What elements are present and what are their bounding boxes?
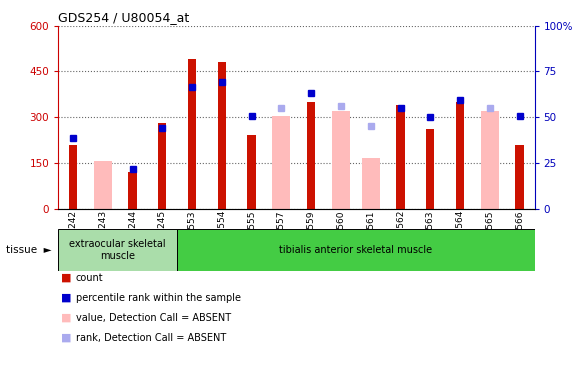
Bar <box>188 59 196 209</box>
Bar <box>177 229 535 271</box>
Text: ■: ■ <box>61 293 71 303</box>
Text: GDS254 / U80054_at: GDS254 / U80054_at <box>58 11 189 25</box>
Bar <box>94 161 112 209</box>
Text: tibialis anterior skeletal muscle: tibialis anterior skeletal muscle <box>279 245 432 255</box>
Text: ■: ■ <box>61 273 71 283</box>
Bar <box>158 123 167 209</box>
Bar <box>481 111 498 209</box>
Bar <box>58 229 177 271</box>
Text: tissue  ►: tissue ► <box>6 245 52 255</box>
Bar <box>272 116 290 209</box>
Bar <box>307 102 315 209</box>
Text: rank, Detection Call = ABSENT: rank, Detection Call = ABSENT <box>76 333 226 343</box>
Bar <box>332 111 350 209</box>
Text: count: count <box>76 273 103 283</box>
Bar <box>248 135 256 209</box>
Bar <box>69 145 77 209</box>
Text: ■: ■ <box>61 313 71 323</box>
Bar <box>396 105 405 209</box>
Bar <box>218 62 226 209</box>
Bar <box>515 145 524 209</box>
Text: ■: ■ <box>61 333 71 343</box>
Bar <box>362 158 379 209</box>
Bar <box>456 102 464 209</box>
Text: percentile rank within the sample: percentile rank within the sample <box>76 293 241 303</box>
Bar <box>426 129 435 209</box>
Text: value, Detection Call = ABSENT: value, Detection Call = ABSENT <box>76 313 231 323</box>
Bar <box>128 172 137 209</box>
Text: extraocular skeletal
muscle: extraocular skeletal muscle <box>69 239 166 261</box>
